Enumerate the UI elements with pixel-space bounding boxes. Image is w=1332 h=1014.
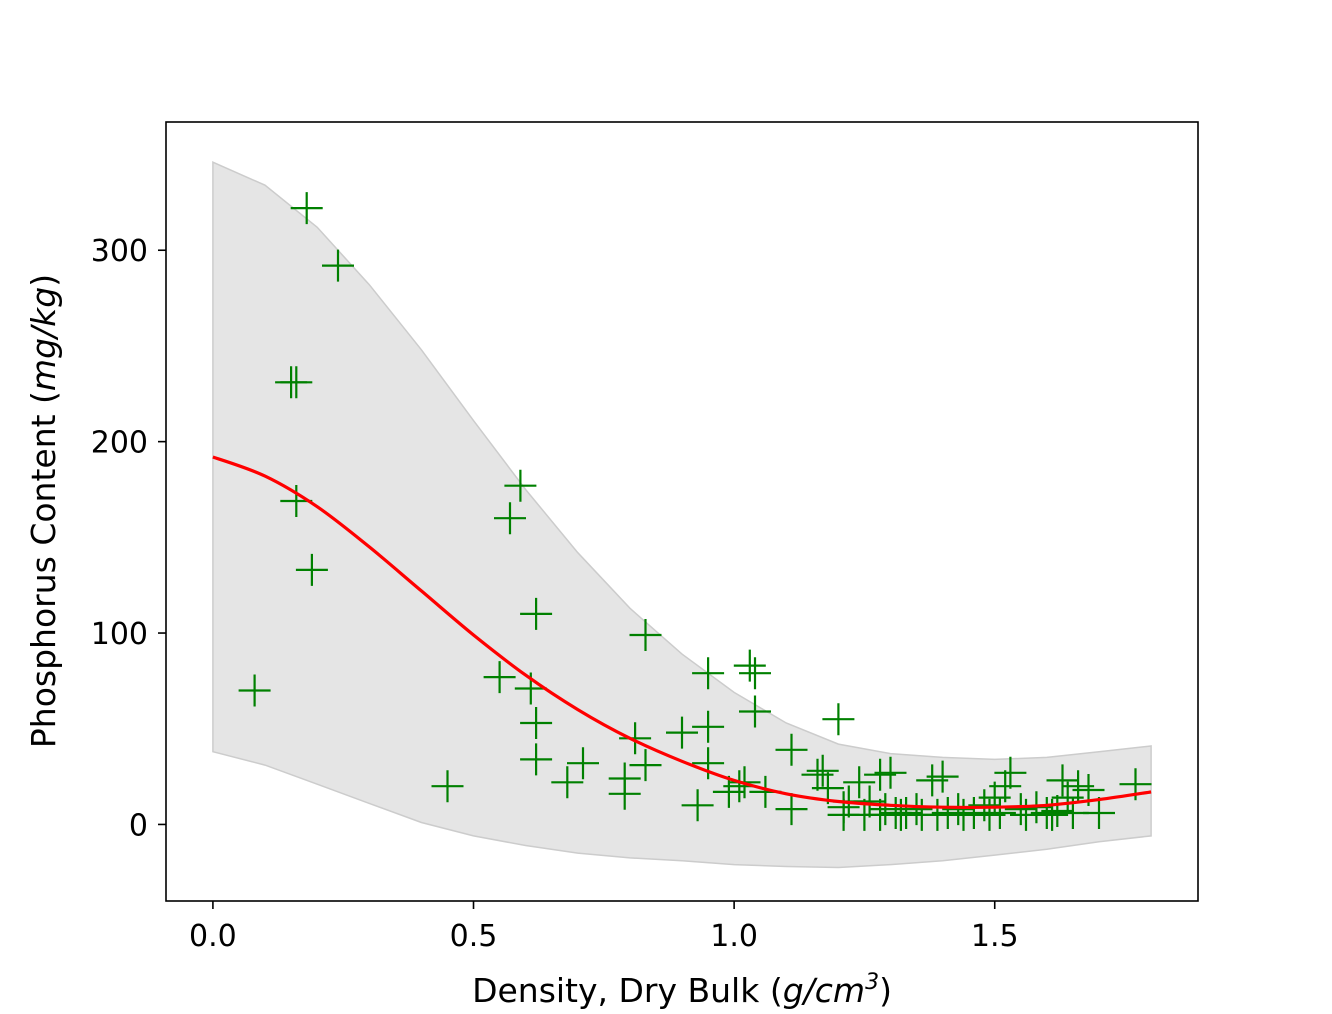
x-axis-label-close: ): [879, 971, 892, 1010]
y-axis-label-close: ): [24, 274, 63, 287]
y-axis-label-main: Phosphorus Content (: [24, 391, 63, 748]
axis-ticks: 0.0 0.5 1.0 1.5 0 100 200 300: [91, 234, 1019, 954]
fit-curve: [212, 455, 1152, 810]
data-point: [1083, 797, 1115, 829]
data-point: [739, 695, 771, 728]
data-point: [843, 766, 876, 799]
x-axis-label-main: Density, Dry Bulk (: [472, 971, 783, 1010]
data-point: [973, 798, 1006, 831]
data-point: [874, 756, 907, 789]
x-tick-label: 0.5: [450, 919, 498, 954]
data-point: [926, 760, 959, 793]
x-axis-label-unit: g/cm: [783, 971, 865, 1010]
plot-area: [212, 161, 1152, 869]
data-point: [994, 756, 1027, 789]
data-point: [1004, 793, 1037, 826]
data-point: [692, 657, 725, 690]
data-point: [280, 366, 313, 399]
data-point: [567, 747, 599, 780]
data-point: [295, 553, 328, 586]
data-point: [608, 777, 641, 810]
x-tick-label: 1.5: [971, 919, 1019, 954]
data-point: [692, 710, 725, 743]
y-tick-label: 100: [91, 617, 148, 652]
data-point: [942, 793, 975, 826]
data-point: [775, 733, 808, 766]
x-tick-label: 0.0: [189, 919, 237, 954]
x-tick-label: 1.0: [710, 919, 758, 954]
data-point: [733, 649, 766, 682]
data-point: [629, 619, 662, 651]
data-point: [806, 754, 839, 787]
data-point: [520, 743, 553, 776]
data-point: [520, 707, 553, 739]
y-tick-label: 200: [91, 426, 148, 461]
data-point: [739, 657, 771, 690]
data-point: [322, 249, 354, 282]
data-point: [238, 674, 271, 707]
data-point: [483, 661, 516, 694]
data-point: [629, 749, 662, 782]
data-point: [692, 747, 725, 780]
data-point: [520, 597, 553, 630]
confidence-band: [212, 161, 1152, 869]
data-point: [681, 789, 714, 822]
data-point: [619, 722, 652, 755]
y-tick-label: 300: [91, 234, 148, 269]
data-point: [822, 703, 855, 736]
data-point: [504, 469, 537, 502]
y-axis-label: Phosphorus Content (mg/kg): [24, 274, 63, 748]
data-point: [494, 502, 526, 535]
x-axis-label: Density, Dry Bulk (g/cm3): [472, 970, 892, 1010]
data-point: [775, 793, 808, 826]
data-point: [551, 766, 584, 799]
y-tick-label: 0: [129, 808, 148, 843]
axes-frame: [165, 121, 1199, 902]
x-axis-label-superscript: 3: [865, 970, 879, 995]
data-point: [1046, 764, 1079, 797]
data-point: [900, 793, 933, 826]
data-point: [290, 192, 323, 225]
data-point: [431, 770, 464, 803]
y-axis-label-unit: mg/kg: [24, 287, 63, 391]
data-point: [989, 770, 1022, 803]
data-point: [666, 716, 698, 749]
